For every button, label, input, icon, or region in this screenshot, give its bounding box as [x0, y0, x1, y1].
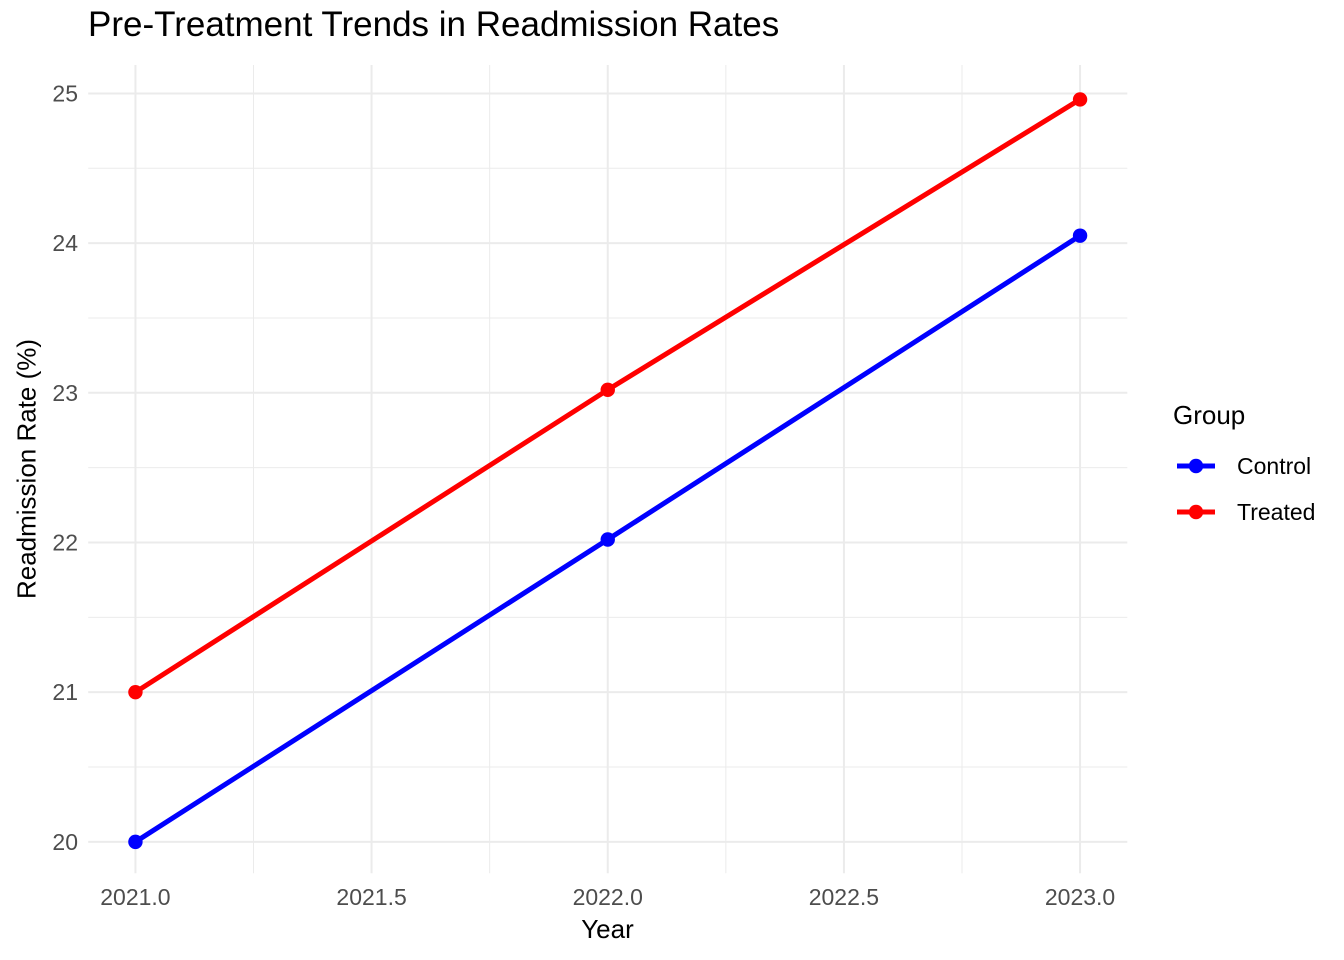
x-axis-tick-labels: 2021.0 2021.5 2022.0 2022.5 2023.0	[100, 884, 1115, 910]
data-point-treated	[128, 684, 143, 700]
legend-label: Control	[1237, 452, 1312, 479]
x-tick-label: 2021.0	[100, 884, 170, 910]
x-axis-title: Year	[581, 914, 634, 944]
y-tick-label: 20	[52, 829, 78, 855]
x-tick-label: 2023.0	[1045, 884, 1115, 910]
data-series	[128, 92, 1088, 850]
y-tick-label: 22	[52, 529, 78, 555]
x-tick-label: 2021.5	[336, 884, 406, 910]
y-tick-label: 21	[52, 679, 78, 705]
data-point-treated	[600, 382, 615, 398]
data-point-control	[1072, 228, 1088, 243]
y-tick-label: 24	[52, 230, 78, 256]
legend-item-control: Control	[1173, 443, 1315, 489]
legend-item-treated: Treated	[1173, 489, 1315, 535]
y-tick-label: 25	[52, 80, 78, 106]
legend-key-treated-icon	[1177, 504, 1215, 520]
legend-title: Group	[1173, 400, 1246, 430]
y-tick-label: 23	[52, 380, 78, 406]
legend-label: Treated	[1237, 498, 1316, 525]
data-point-treated	[1072, 92, 1088, 107]
x-tick-label: 2022.5	[809, 884, 879, 910]
data-point-control	[600, 532, 615, 547]
data-point-control	[128, 834, 143, 850]
major-gridlines	[88, 65, 1128, 874]
y-axis-title: Readmission Rate (%)	[11, 338, 42, 600]
legend-items: Control Treated	[1173, 443, 1315, 535]
chart-title: Pre-Treatment Trends in Readmission Rate…	[88, 5, 780, 44]
legend-key-control-icon	[1177, 458, 1215, 474]
legend: Group Control Treated	[1173, 400, 1315, 535]
x-tick-label: 2022.0	[573, 884, 643, 910]
y-axis-tick-labels: 20 21 22 23 24 25	[52, 80, 78, 854]
